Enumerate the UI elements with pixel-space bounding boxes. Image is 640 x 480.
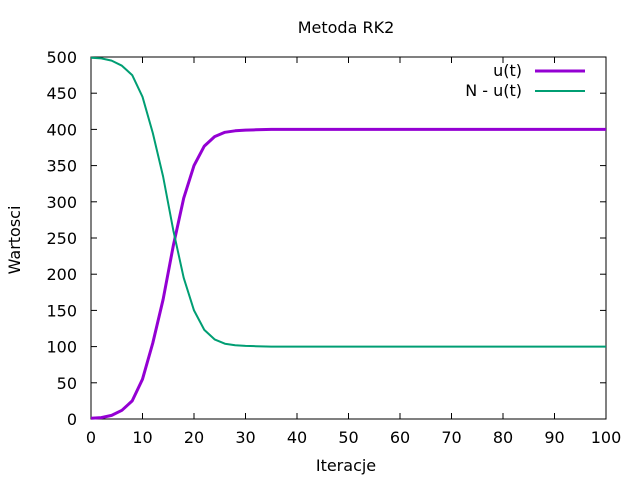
tick-labels: 0 10 20 30 40 50 60 70 80 90 100 0 50 100 150 200 250 300… bbox=[46, 48, 621, 447]
y-tick-label: 150 bbox=[46, 301, 77, 320]
y-tick-label: 450 bbox=[46, 84, 77, 103]
y-tick-label: 200 bbox=[46, 265, 77, 284]
x-tick-label: 10 bbox=[132, 428, 152, 447]
x-tick-label: 0 bbox=[86, 428, 96, 447]
x-tick-label: 30 bbox=[235, 428, 255, 447]
x-tick-label: 40 bbox=[287, 428, 307, 447]
y-tick-label: 300 bbox=[46, 193, 77, 212]
x-tick-label: 60 bbox=[390, 428, 410, 447]
y-tick-label: 400 bbox=[46, 120, 77, 139]
x-tick-label: 80 bbox=[493, 428, 513, 447]
y-axis-label: Wartosci bbox=[5, 206, 24, 275]
series-lines bbox=[90, 56, 606, 420]
x-tick-label: 70 bbox=[441, 428, 461, 447]
y-tick-label: 350 bbox=[46, 157, 77, 176]
x-tick-label: 100 bbox=[591, 428, 622, 447]
plot-frame bbox=[90, 56, 607, 420]
y-tick-label: 0 bbox=[67, 410, 77, 429]
y-tick-label: 500 bbox=[46, 48, 77, 67]
x-tick-label: 90 bbox=[544, 428, 564, 447]
series-line-2 bbox=[90, 56, 606, 348]
series-line-1 bbox=[90, 127, 606, 420]
legend-label-1: u(t) bbox=[493, 61, 522, 80]
y-tick-label: 100 bbox=[46, 338, 77, 357]
y-tick-label: 250 bbox=[46, 229, 77, 248]
chart-title: Metoda RK2 bbox=[298, 18, 395, 37]
legend: u(t)N - u(t) bbox=[465, 61, 585, 100]
legend-label-2: N - u(t) bbox=[465, 81, 522, 100]
x-axis-label: Iteracje bbox=[316, 456, 376, 475]
x-tick-label: 50 bbox=[338, 428, 358, 447]
x-tick-label: 20 bbox=[184, 428, 204, 447]
y-tick-label: 50 bbox=[57, 374, 77, 393]
axes bbox=[90, 56, 607, 420]
